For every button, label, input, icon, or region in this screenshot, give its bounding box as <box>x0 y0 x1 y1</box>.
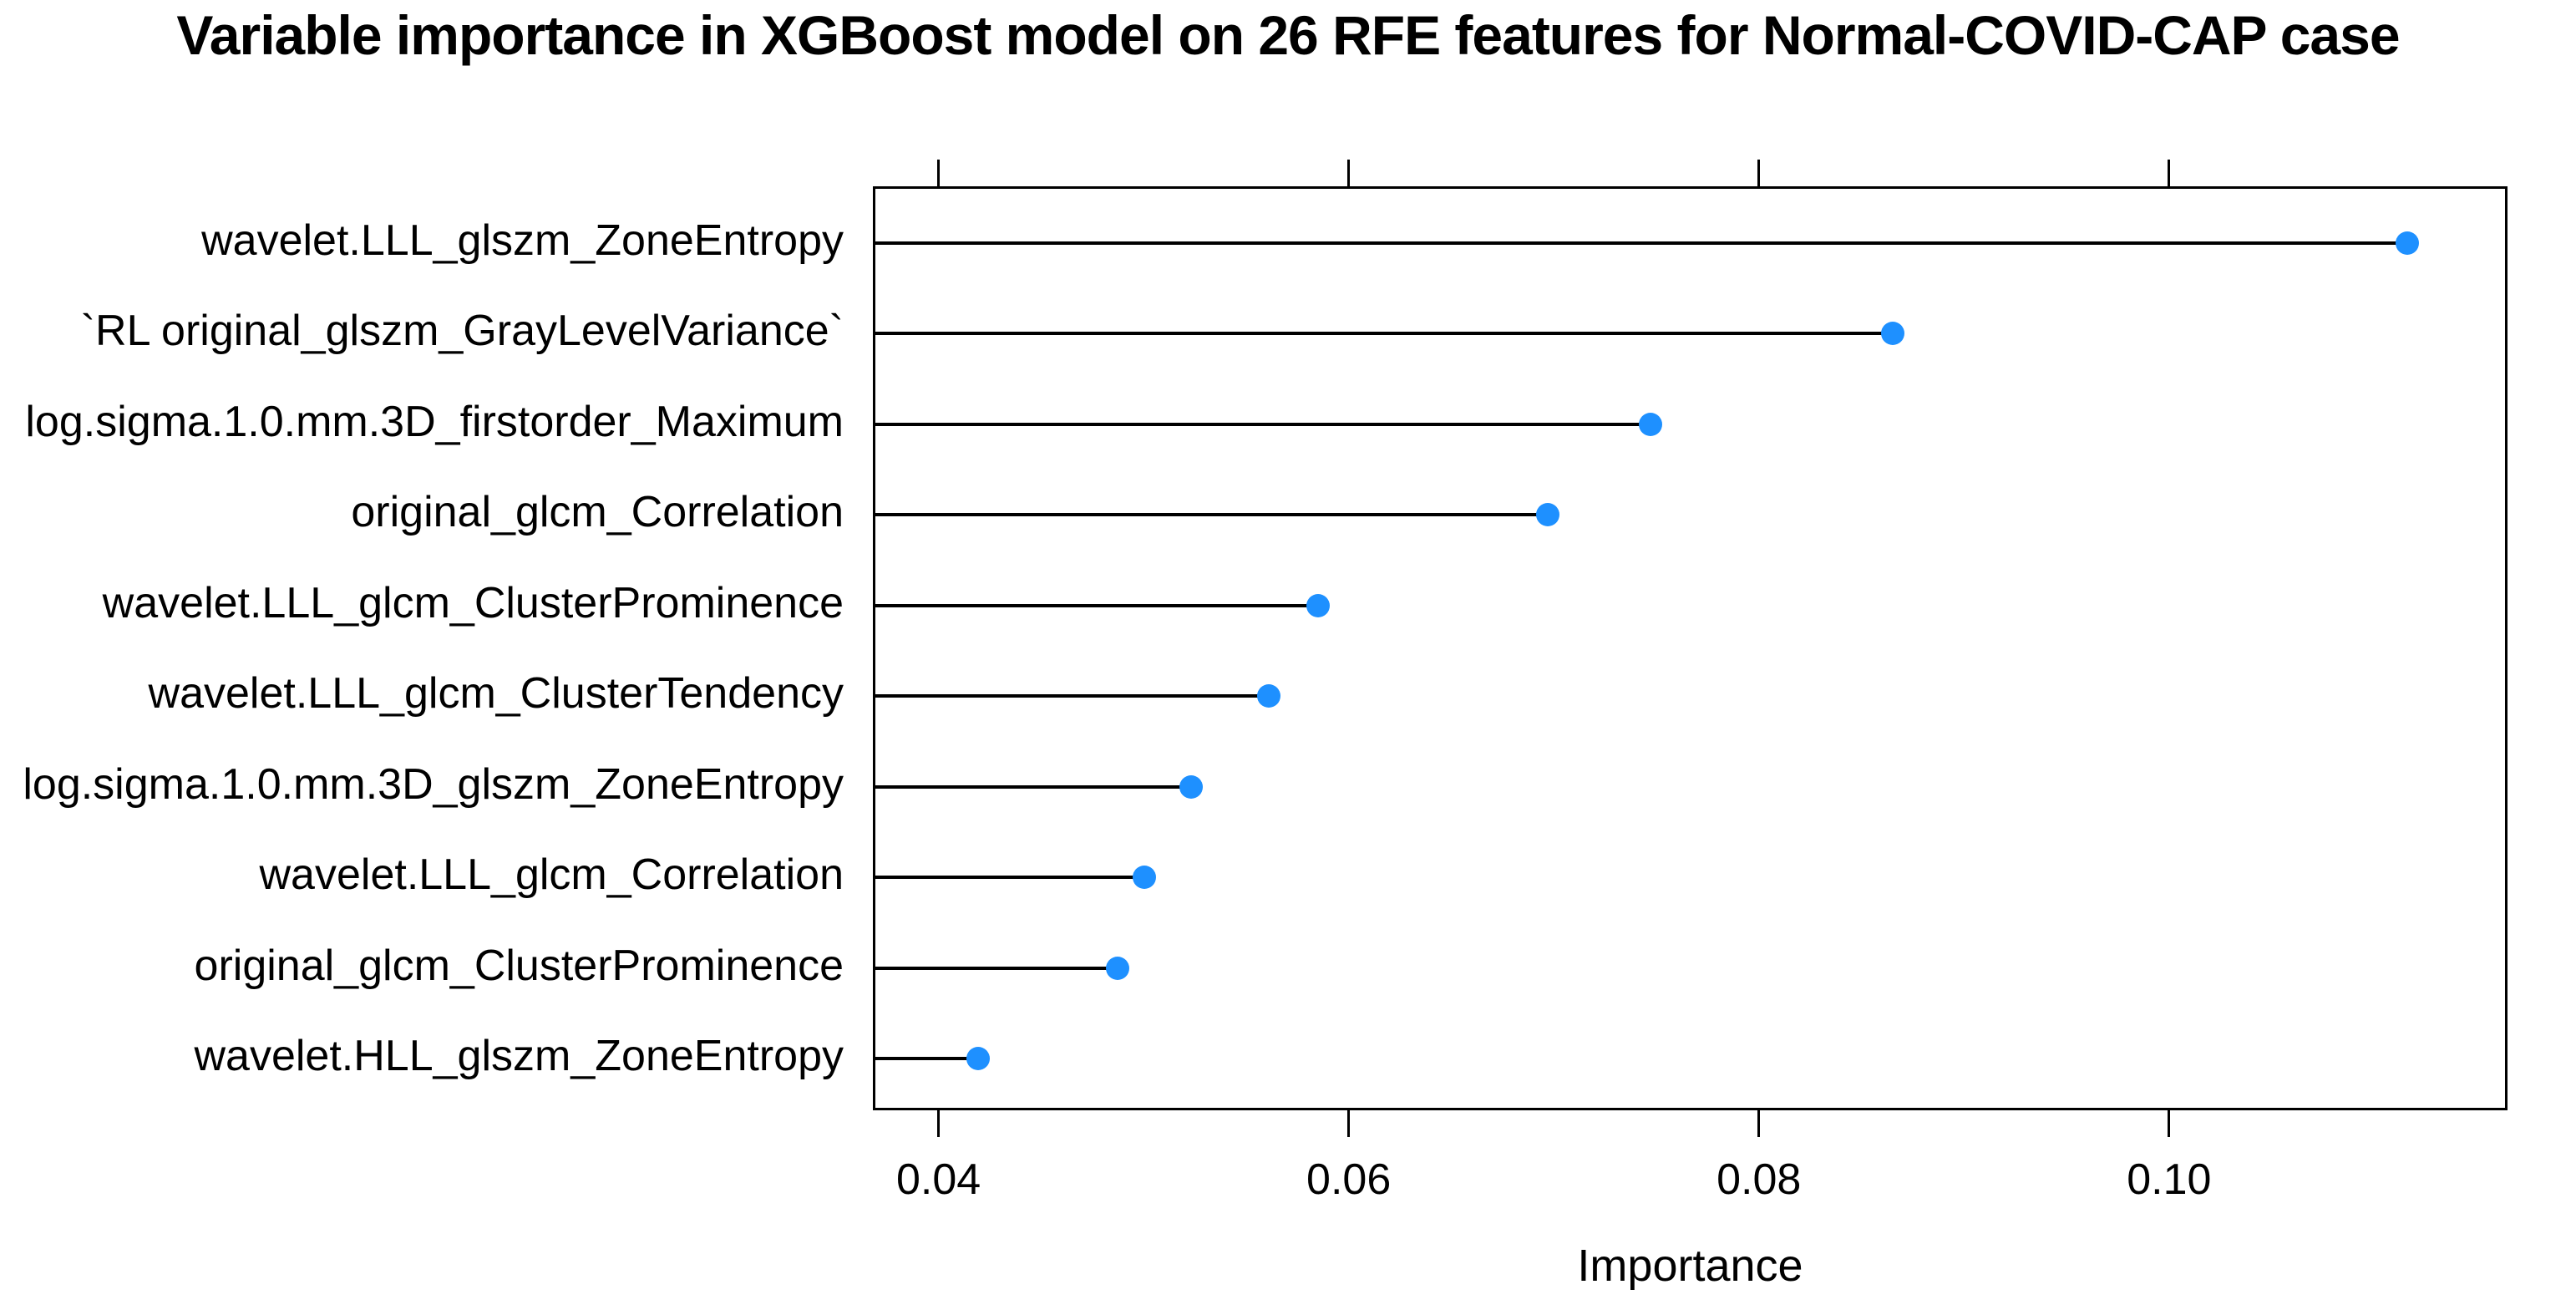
category-label: `RL original_glszm_GrayLevelVariance` <box>80 307 844 356</box>
data-point-dot <box>1105 956 1129 980</box>
x-axis-title: Importance <box>1577 1241 1803 1291</box>
category-label: wavelet.LLL_glcm_ClusterTendency <box>148 669 844 718</box>
lollipop-stem <box>875 694 1270 698</box>
x-tick-top <box>1347 160 1351 186</box>
category-label: original_glcm_Correlation <box>351 488 844 537</box>
x-tick-label: 0.08 <box>1716 1155 1802 1204</box>
data-point-dot <box>1132 866 1156 890</box>
lollipop-stem <box>875 603 1319 607</box>
data-point-dot <box>1536 503 1560 527</box>
x-tick-bottom <box>937 1110 941 1137</box>
category-label: log.sigma.1.0.mm.3D_glszm_ZoneEntropy <box>23 759 844 809</box>
data-point-dot <box>2396 231 2420 255</box>
x-tick-bottom <box>1347 1110 1351 1137</box>
lollipop-stem <box>875 876 1144 880</box>
x-tick-top <box>937 160 941 186</box>
x-tick-label: 0.10 <box>2127 1155 2212 1204</box>
lollipop-stem <box>875 241 2408 245</box>
lollipop-stem <box>875 513 1549 517</box>
lollipop-stem <box>875 784 1192 789</box>
lollipop-stem <box>875 966 1118 970</box>
category-label: wavelet.LLL_glcm_ClusterProminence <box>102 578 844 627</box>
data-point-dot <box>1639 412 1663 436</box>
data-point-dot <box>1179 774 1204 799</box>
x-tick-top <box>2168 160 2171 186</box>
category-label: wavelet.HLL_glszm_ZoneEntropy <box>194 1032 844 1080</box>
chart-title: Variable importance in XGBoost model on … <box>176 4 2400 66</box>
data-point-dot <box>1257 684 1281 708</box>
x-tick-bottom <box>1757 1110 1761 1137</box>
data-point-dot <box>966 1047 990 1070</box>
x-tick-label: 0.04 <box>895 1155 981 1204</box>
lollipop-stem <box>875 1057 978 1060</box>
plot-area <box>873 186 2508 1110</box>
category-label: wavelet.LLL_glcm_Correlation <box>259 850 844 900</box>
data-point-dot <box>1306 593 1331 617</box>
data-point-dot <box>1880 322 1904 346</box>
category-label: wavelet.LLL_glszm_ZoneEntropy <box>201 216 844 265</box>
x-tick-label: 0.06 <box>1306 1155 1392 1204</box>
category-label: original_glcm_ClusterProminence <box>194 941 844 990</box>
category-label: log.sigma.1.0.mm.3D_firstorder_Maximum <box>25 397 844 446</box>
x-tick-top <box>1757 160 1761 186</box>
x-tick-bottom <box>2168 1110 2171 1137</box>
lollipop-stem <box>875 422 1651 426</box>
lollipop-stem <box>875 332 1893 336</box>
